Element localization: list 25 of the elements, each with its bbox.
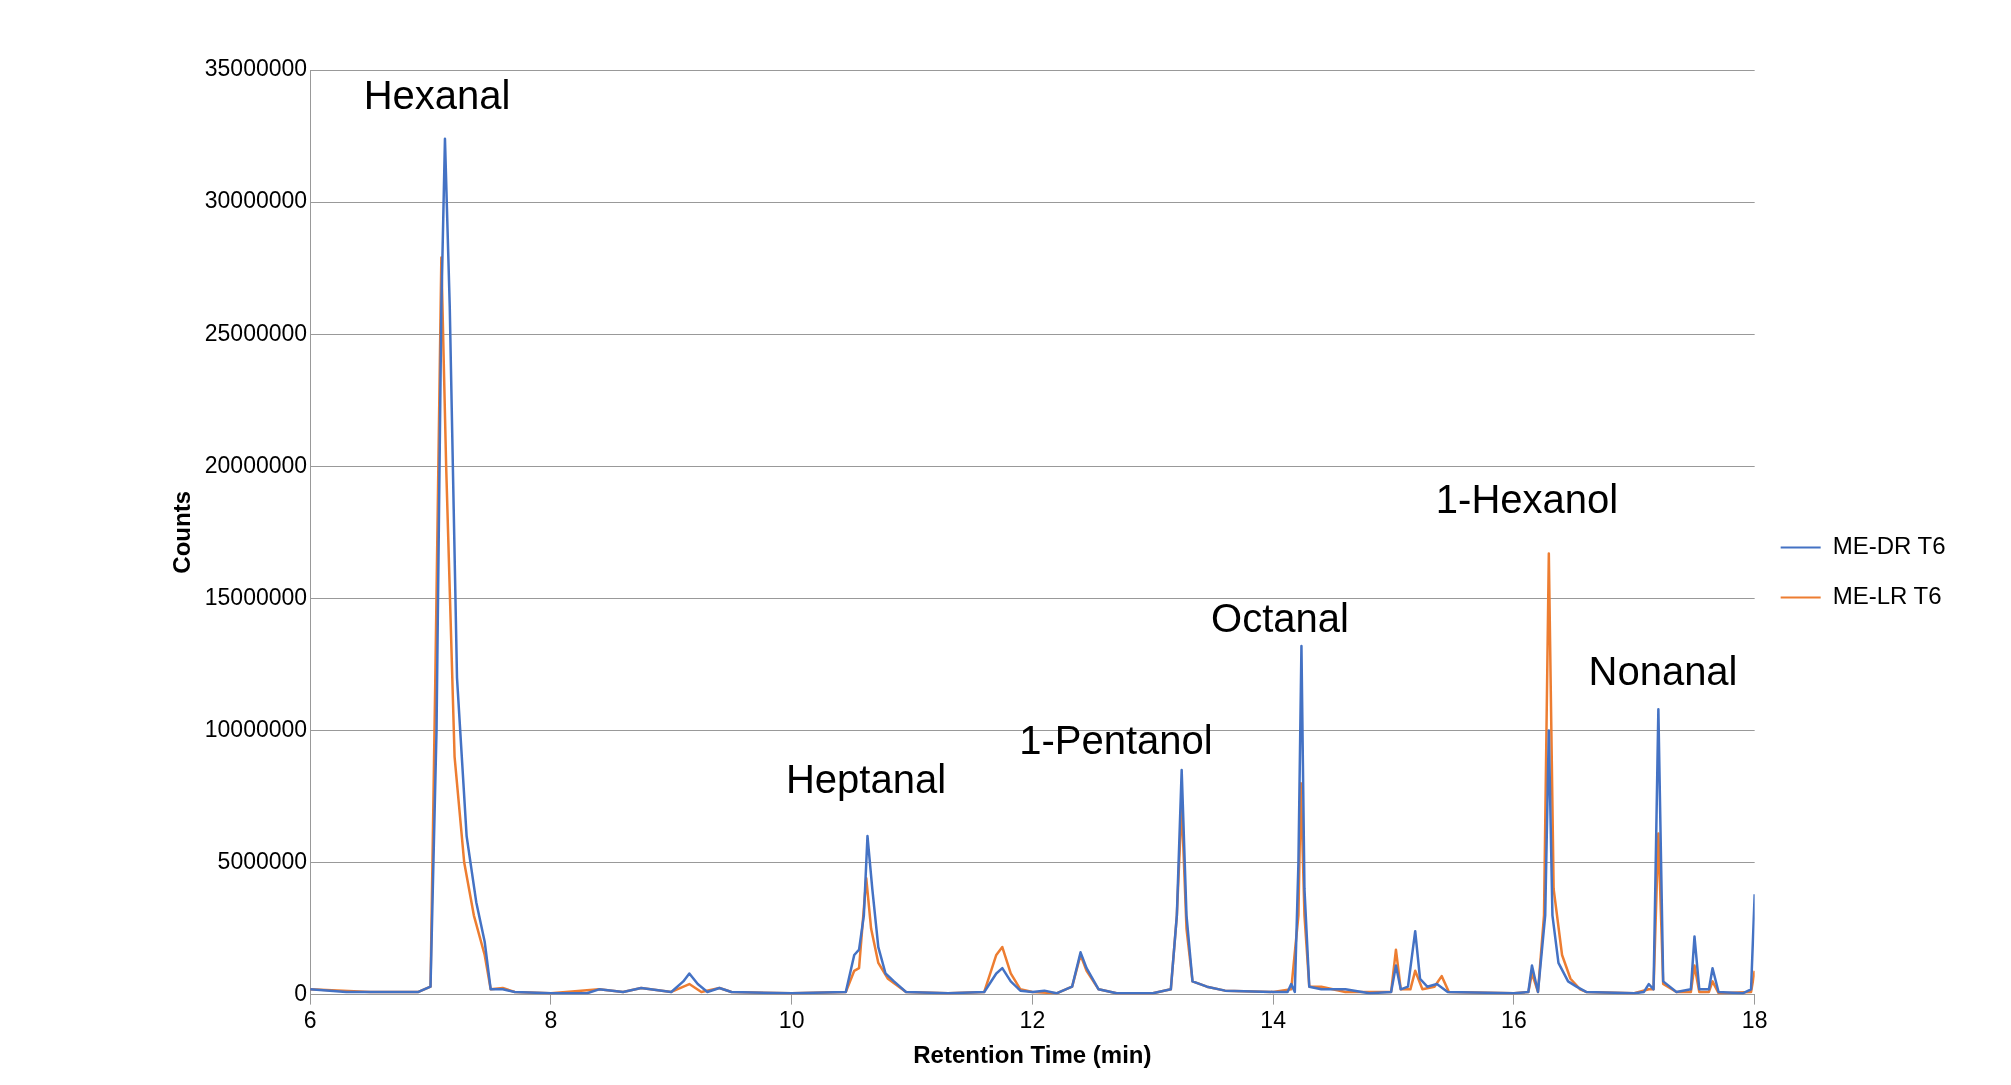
- x-tick-label: 10: [778, 1006, 805, 1033]
- y-tick-label: 10000000: [204, 715, 308, 742]
- y-tick-label: 0: [294, 979, 308, 1006]
- annotation: Nonanal: [1588, 649, 1738, 693]
- annotation: 1-Pentanol: [1019, 718, 1213, 762]
- annotation: Hexanal: [363, 73, 511, 117]
- x-tick-label: 6: [303, 1006, 317, 1033]
- legend-label: ME-DR T6: [1832, 532, 1946, 560]
- legend-label: ME-LR T6: [1832, 582, 1942, 610]
- annotation: 1-Hexanol: [1435, 477, 1619, 521]
- x-tick-label: 14: [1260, 1006, 1287, 1033]
- y-tick-label: 30000000: [204, 187, 308, 214]
- y-tick-label: 20000000: [204, 451, 308, 478]
- x-axis-title: Retention Time (min): [913, 1041, 1152, 1069]
- y-tick-label: 25000000: [204, 319, 308, 346]
- x-tick-label: 8: [544, 1006, 558, 1033]
- x-tick-label: 12: [1019, 1006, 1046, 1033]
- y-tick-label: 5000000: [217, 847, 308, 874]
- y-tick-label: 15000000: [204, 583, 308, 610]
- annotation: Heptanal: [785, 757, 947, 801]
- y-tick-label: 35000000: [204, 55, 308, 82]
- y-axis-title: Counts: [168, 490, 196, 574]
- annotation: Octanal: [1211, 596, 1349, 640]
- x-tick-label: 18: [1741, 1006, 1768, 1033]
- x-tick-label: 16: [1501, 1006, 1527, 1033]
